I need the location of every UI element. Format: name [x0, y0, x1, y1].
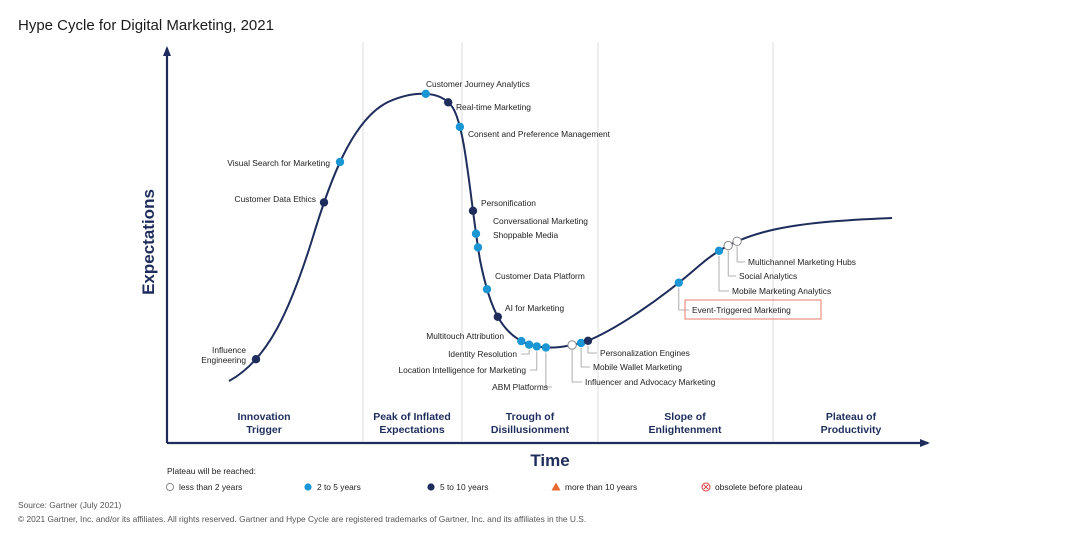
tech-point: [583, 336, 593, 345]
chart-title: Hype Cycle for Digital Marketing, 2021: [18, 17, 274, 34]
tech-point: [455, 122, 465, 132]
phase-label: Trough of: [506, 411, 555, 423]
tech-label: Multitouch Attribution: [426, 331, 504, 341]
leader-line: [580, 348, 590, 368]
leader-line: [545, 352, 552, 388]
tech-point: [714, 246, 724, 255]
legend-marker: [551, 482, 561, 491]
tech-point: [674, 278, 683, 287]
legend-label: less than 2 years: [179, 482, 242, 492]
copyright-note: © 2021 Gartner, Inc. and/or its affiliat…: [18, 514, 586, 524]
tech-point: [576, 338, 586, 348]
phase-label: Innovation: [237, 411, 290, 423]
tech-label: Event-Triggered Marketing: [692, 305, 791, 315]
legend-marker: [304, 483, 312, 491]
legend-item: more than 10 years: [551, 482, 637, 492]
tech-label: Conversational Marketing: [493, 216, 588, 226]
tech-label: ABM Platforms: [492, 382, 548, 392]
tech-point: [517, 336, 526, 346]
leader-line: [736, 246, 745, 263]
tech-point: [732, 236, 742, 247]
x-axis-title: Time: [530, 451, 569, 470]
tech-point: [468, 206, 478, 215]
tech-label: Customer Journey Analytics: [426, 79, 530, 89]
phase-label: Disillusionment: [491, 424, 570, 436]
legend-label: obsolete before plateau: [715, 482, 803, 492]
leader-line: [571, 350, 582, 383]
leader-line: [530, 351, 538, 371]
tech-label: AI for Marketing: [505, 303, 564, 313]
source-note: Source: Gartner (July 2021): [18, 500, 122, 510]
legend-label: more than 10 years: [565, 482, 637, 492]
phase-label: Enlightenment: [649, 424, 722, 436]
tech-label: Social Analytics: [739, 271, 797, 281]
tech-label: Real-time Marketing: [456, 102, 531, 112]
tech-point: [319, 198, 329, 207]
highlight-box: [684, 299, 822, 320]
tech-label: Visual Search for Marketing: [227, 158, 330, 168]
tech-label: Customer Data Platform: [495, 271, 585, 281]
tech-label: Engineering: [201, 355, 246, 365]
legend-marker: [165, 482, 175, 492]
tech-label: Mobile Marketing Analytics: [732, 286, 831, 296]
leader-lines: [521, 246, 745, 388]
tech-label: Consent and Preference Management: [468, 129, 611, 139]
tech-label: Multichannel Marketing Hubs: [748, 257, 856, 267]
tech-point: [532, 342, 541, 351]
phase-label: Slope of: [664, 411, 706, 423]
leader-line: [727, 250, 736, 277]
tech-point: [471, 229, 481, 238]
tech-point: [567, 340, 577, 350]
y-axis-title: Expectations: [139, 189, 158, 295]
hype-curve: [228, 92, 893, 382]
phase-label: Plateau of: [826, 411, 877, 423]
legend-label: 2 to 5 years: [317, 482, 361, 492]
tech-label: Customer Data Ethics: [235, 194, 316, 204]
tech-point: [524, 340, 534, 349]
leader-line: [718, 255, 729, 292]
tech-point: [473, 243, 483, 252]
legend-label: 5 to 10 years: [440, 482, 488, 492]
leader-line: [587, 345, 597, 354]
tech-label: Mobile Wallet Marketing: [593, 362, 682, 372]
tech-label: Personification: [481, 198, 536, 208]
tech-point: [421, 89, 430, 99]
tech-point: [251, 355, 261, 364]
phase-label: Productivity: [821, 424, 882, 436]
legend-title: Plateau will be reached:: [167, 466, 256, 476]
tech-point: [493, 312, 502, 321]
tech-point: [541, 343, 551, 352]
tech-label: Influence: [212, 345, 246, 355]
legend-item: 5 to 10 years: [427, 482, 488, 492]
tech-point: [335, 157, 345, 167]
phase-separators: [362, 42, 774, 441]
tech-label: Location Intelligence for Marketing: [398, 365, 526, 375]
tech-label: Identity Resolution: [448, 349, 517, 359]
legend-item: less than 2 years: [165, 482, 242, 492]
tech-point: [444, 98, 453, 107]
leader-line: [521, 349, 530, 355]
phase-label: Expectations: [379, 424, 445, 436]
phase-label: Peak of Inflated: [373, 411, 451, 423]
tech-point: [482, 285, 492, 294]
tech-label: Influencer and Advocacy Marketing: [585, 377, 716, 387]
legend-item: obsolete before plateau: [701, 482, 803, 492]
legend: Plateau will be reached: less than 2 year…: [165, 466, 803, 492]
legend-marker-x: [703, 484, 709, 490]
legend-item: 2 to 5 years: [304, 482, 361, 492]
tech-point: [723, 240, 733, 251]
tech-label: Shoppable Media: [493, 230, 559, 240]
tech-label: Personalization Engines: [600, 348, 690, 358]
legend-marker: [427, 483, 435, 491]
phase-label: Trigger: [246, 424, 282, 436]
technology-points: [251, 89, 742, 364]
leader-line: [678, 287, 689, 311]
